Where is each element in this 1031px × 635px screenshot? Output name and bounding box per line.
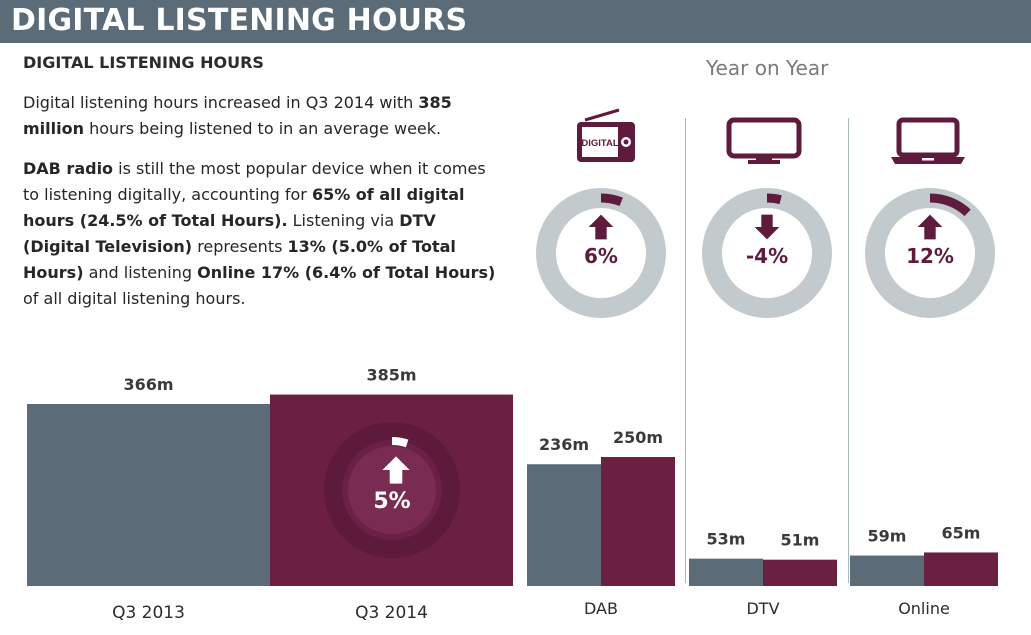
bar-value-label: 250m [613, 428, 663, 447]
bar-dtv-q3-2014 [763, 559, 837, 586]
yoy-percent-label: 12% [906, 244, 954, 268]
p2-run: 65% of all digital hours (24.5% of Total… [23, 185, 465, 230]
x-tick-label: Q3 2014 [355, 603, 428, 623]
arrow-down-icon [754, 214, 780, 240]
tv-icon [726, 117, 802, 164]
yoy-ring-progress [929, 193, 971, 217]
p2-run: Online 17% (6.4% of Total Hours) [197, 263, 496, 282]
arrow-up-icon [382, 456, 410, 484]
bar-value-label: 385m [366, 366, 416, 385]
p2-run: DAB radio [23, 159, 114, 178]
svg-text:DIGITAL: DIGITAL [581, 138, 618, 149]
bar-value-label: 59m [868, 527, 907, 546]
bar-online-q3-2013 [850, 555, 924, 586]
yoy-ring-center [886, 209, 974, 297]
laptop-icon [891, 117, 965, 164]
x-tick-label: Q3 2013 [112, 603, 185, 623]
p2-run: is still the most popular device when it… [23, 159, 486, 204]
p1-run: hours being listened to in an average we… [84, 119, 442, 138]
x-tick-label: Online [898, 599, 950, 618]
section-heading: DIGITAL LISTENING HOURS [23, 53, 264, 72]
p2-run: 13% (5.0% of Total Hours) [23, 237, 456, 282]
yoy-ring-center [557, 209, 645, 297]
divider-dtv-online [848, 118, 849, 583]
digital-radio-icon: DIGITAL [577, 108, 635, 162]
change-ring-progress [391, 437, 409, 448]
yoy-percent-label: -4% [746, 244, 788, 268]
bar-total-q3-2013 [27, 404, 270, 586]
arrow-up-icon [917, 214, 943, 240]
p1-run: 385 million [23, 93, 452, 138]
intro-paragraph: Digital listening hours increased in Q3 … [23, 90, 498, 142]
x-tick-label: DAB [584, 599, 618, 618]
page-title: DIGITAL LISTENING HOURS [11, 3, 468, 38]
x-tick-label: DTV [746, 599, 779, 618]
yoy-percent-label: 6% [584, 244, 618, 268]
change-percent-label: 5% [373, 489, 410, 514]
bar-value-label: 51m [781, 531, 820, 550]
p2-run: Listening via [287, 211, 400, 230]
yoy-ring-center [723, 209, 811, 297]
yoy-ring-progress [600, 193, 623, 207]
yoy-ring-progress [766, 193, 782, 205]
divider-dab-dtv [685, 118, 686, 583]
title-bar: DIGITAL LISTENING HOURS [0, 0, 1031, 43]
year-on-year-heading: Year on Year [706, 56, 829, 80]
change-ring-inner [348, 446, 436, 534]
bar-value-label: 366m [123, 375, 173, 394]
bar-online-q3-2014 [924, 552, 998, 586]
p2-run: DTV (Digital Television) [23, 211, 436, 256]
bar-dab-q3-2014 [601, 457, 675, 586]
bar-value-label: 53m [707, 530, 746, 549]
bar-dab-q3-2013 [527, 464, 601, 586]
bar-value-label: 236m [539, 435, 589, 454]
bar-dtv-q3-2013 [689, 558, 763, 586]
p2-run: of all digital listening hours. [23, 289, 246, 308]
arrow-up-icon [588, 214, 614, 240]
p2-run: and listening [83, 263, 198, 282]
p2-run: represents [192, 237, 288, 256]
device-paragraph: DAB radio is still the most popular devi… [23, 156, 498, 312]
bar-value-label: 65m [942, 523, 981, 542]
p1-run: Digital listening hours increased in Q3 … [23, 93, 419, 112]
